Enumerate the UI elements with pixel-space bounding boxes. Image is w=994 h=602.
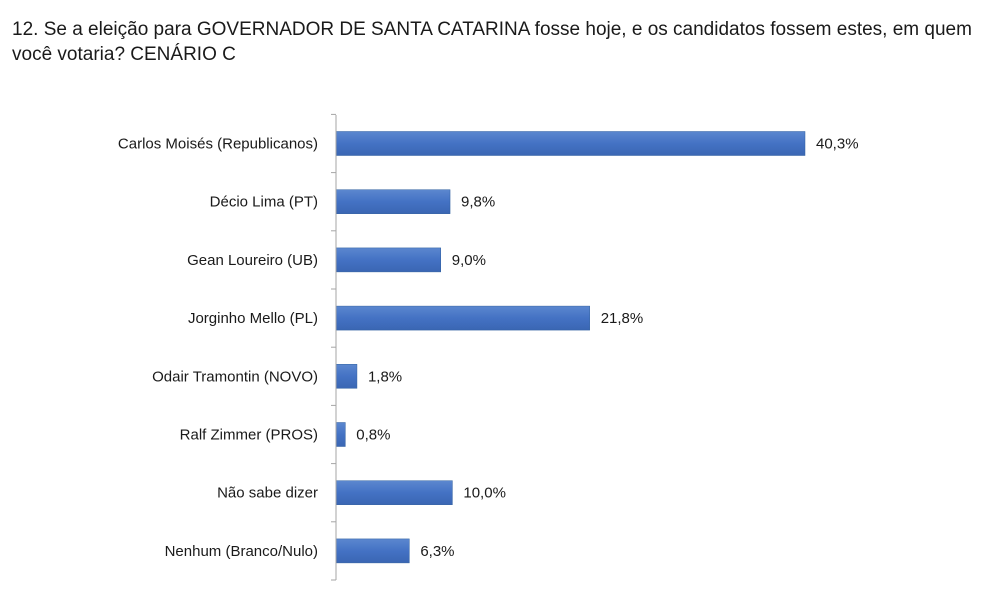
data-label: 21,8% <box>601 310 644 327</box>
bar <box>335 305 590 331</box>
bar <box>335 364 358 389</box>
category-label: Não sabe dizer <box>217 485 318 502</box>
chart-title: 12. Se a eleição para GOVERNADOR DE SANT… <box>12 19 972 65</box>
bar <box>335 422 346 447</box>
data-label: 10,0% <box>463 485 506 502</box>
labels-layer: Carlos Moisés (Republicanos) 40,3% Décio L… <box>118 136 859 560</box>
bar <box>335 131 806 156</box>
category-label: Décio Lima (PT) <box>210 194 318 211</box>
data-label: 6,3% <box>420 543 454 560</box>
data-label: 9,8% <box>461 194 495 211</box>
data-label: 0,8% <box>356 427 390 444</box>
bar <box>335 247 441 273</box>
category-label: Jorginho Mello (PL) <box>188 310 318 327</box>
data-label: 9,0% <box>452 252 486 269</box>
axis-layer <box>331 113 337 581</box>
category-label: Nenhum (Branco/Nulo) <box>165 543 318 560</box>
category-label: Gean Loureiro (UB) <box>187 252 318 269</box>
data-label: 1,8% <box>368 368 402 385</box>
data-label: 40,3% <box>816 136 859 153</box>
category-label: Carlos Moisés (Republicanos) <box>118 136 318 153</box>
bars-layer <box>335 131 806 564</box>
category-label: Odair Tramontin (NOVO) <box>152 368 318 385</box>
bar <box>335 480 453 505</box>
bar <box>335 538 410 564</box>
category-label: Ralf Zimmer (PROS) <box>180 427 318 444</box>
bar <box>335 189 451 214</box>
